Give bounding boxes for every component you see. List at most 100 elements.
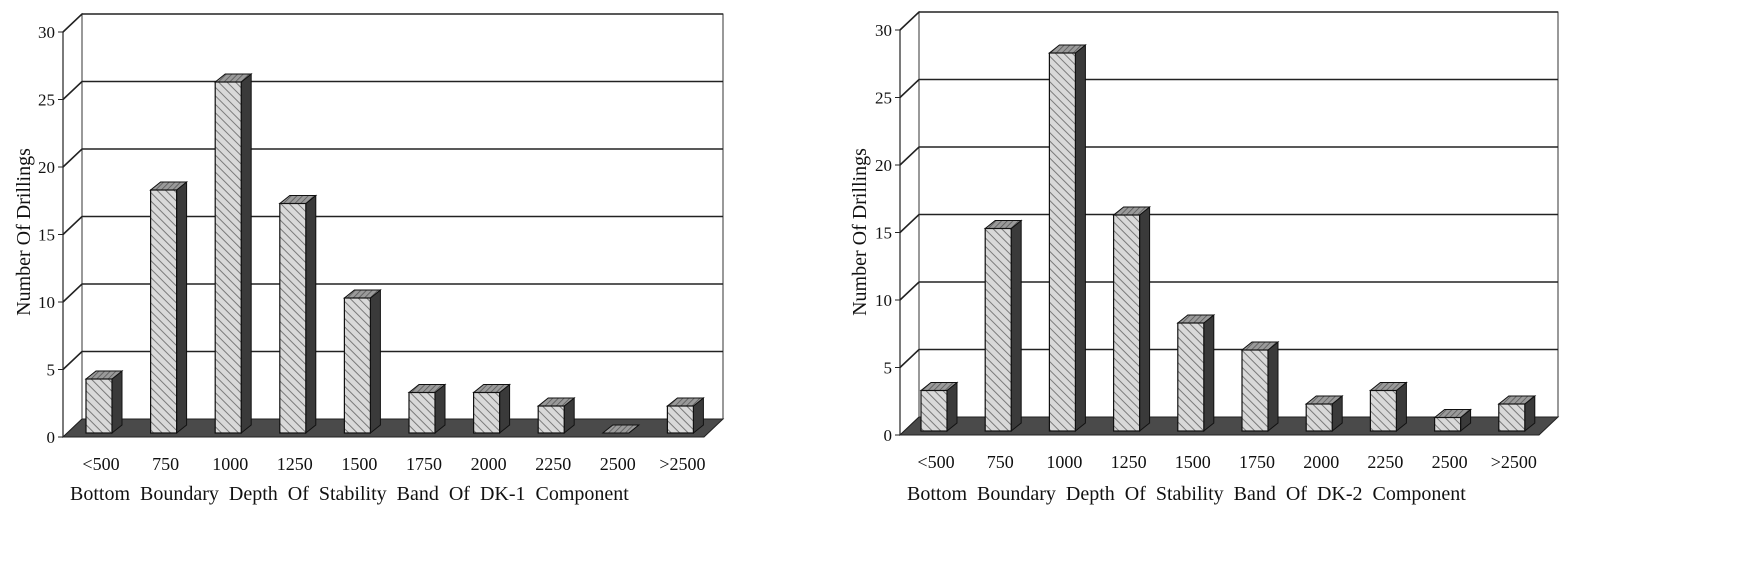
bar-front-face — [473, 391, 501, 434]
bar-side-face — [305, 194, 317, 435]
x-tick-label: 2500 — [600, 454, 636, 474]
bar-side-face — [1010, 219, 1022, 433]
bar-1750 — [1240, 340, 1280, 433]
x-tick-label: <500 — [917, 452, 954, 472]
bar-front-face — [1177, 322, 1205, 432]
dk1-chart: 0 5 10 15 20 25 30 <500 750 1000 1250 1500 1750 2000 2… — [13, 12, 725, 505]
bar-side-face — [1074, 43, 1086, 433]
x-tick-label: 750 — [152, 454, 179, 474]
x-tick-label: 1750 — [406, 454, 442, 474]
bar-2500 — [601, 424, 641, 434]
gridline — [62, 148, 723, 168]
bar-<500 — [919, 381, 959, 433]
bar-front-face — [1305, 403, 1333, 432]
gridline — [899, 213, 1558, 234]
bar->2500 — [665, 396, 705, 435]
bar-front-face — [85, 378, 113, 434]
x-tick-label: 2250 — [1367, 452, 1403, 472]
y-tick-label: 15 — [38, 226, 55, 245]
y-tick-label: 10 — [38, 293, 55, 312]
bar-front-face — [214, 81, 242, 434]
bar-1500 — [342, 288, 382, 435]
bar-front-face — [920, 389, 948, 432]
bar-side-face — [111, 369, 123, 435]
bar-1000 — [1047, 43, 1087, 433]
x-tick-label: 2000 — [1303, 452, 1339, 472]
bar-750 — [983, 219, 1023, 433]
bar-side-face — [369, 288, 381, 435]
bar-2000 — [1304, 394, 1344, 433]
bar-front-face — [279, 202, 307, 434]
bar-side-face — [1139, 205, 1151, 433]
gridline — [62, 80, 723, 101]
bar-1000 — [213, 72, 253, 435]
dk2-chart: 0 5 10 15 20 25 30 <500 750 1000 1250 1500 1750 2000 2… — [849, 10, 1560, 505]
y-tick-label: 10 — [875, 291, 892, 310]
gridline — [899, 78, 1558, 99]
y-tick-label: 5 — [47, 361, 56, 380]
x-tick-label: 1250 — [1111, 452, 1147, 472]
bar-side-face — [1267, 340, 1279, 433]
bar-2250 — [1368, 381, 1408, 433]
x-tick-label: 2250 — [535, 454, 571, 474]
bar-front-face — [1433, 416, 1462, 432]
y-tick-label: 0 — [47, 428, 56, 447]
bar-front-face — [1112, 214, 1141, 432]
x-tick-label: 1000 — [1046, 452, 1082, 472]
bar-2000 — [472, 383, 512, 435]
bar-front-face — [537, 405, 565, 434]
y-tick-label: 15 — [875, 224, 892, 243]
bar-2250 — [536, 396, 576, 435]
bar-front-face — [150, 189, 178, 434]
x-tick-label: 2000 — [471, 454, 507, 474]
x-tick-label: 2500 — [1432, 452, 1468, 472]
bar-front-face — [1369, 389, 1398, 432]
gridline — [899, 11, 1558, 31]
bar-1250 — [278, 194, 318, 435]
y-tick-label: 30 — [38, 23, 55, 42]
x-tick-label: <500 — [82, 454, 119, 474]
bar-side-face — [176, 180, 188, 435]
x-axis-label: Bottom Boundary Depth Of Stability Band … — [907, 483, 1466, 505]
x-tick-label: 750 — [987, 452, 1014, 472]
x-tick-label: 1000 — [212, 454, 248, 474]
gridline — [62, 283, 723, 303]
gridline — [899, 281, 1558, 301]
y-tick-label: 30 — [875, 21, 892, 40]
bar-750 — [149, 180, 189, 435]
gridline — [62, 350, 723, 371]
bar-front-face — [408, 391, 436, 434]
bar-1500 — [1176, 313, 1216, 433]
bar-1750 — [407, 383, 447, 435]
x-tick-label: >2500 — [1491, 452, 1537, 472]
gridline — [62, 13, 723, 33]
x-tick-label: >2500 — [659, 454, 705, 474]
bar-front-face — [1241, 349, 1269, 432]
gridline — [899, 146, 1558, 166]
bar-side-face — [1203, 313, 1215, 433]
bar-top-face — [601, 424, 641, 434]
bar-1250 — [1112, 205, 1152, 433]
bar-front-face — [984, 227, 1012, 432]
bar-<500 — [84, 369, 124, 435]
bar-front-face — [666, 405, 695, 434]
gridline — [62, 215, 723, 236]
x-axis-label: Bottom Boundary Depth Of Stability Band … — [70, 483, 629, 505]
bar-front-face — [343, 297, 371, 434]
x-tick-label: 1250 — [277, 454, 313, 474]
y-tick-label: 25 — [38, 91, 55, 110]
y-tick-label: 0 — [884, 426, 893, 445]
bar-front-face — [1048, 52, 1077, 432]
y-tick-label: 20 — [38, 158, 55, 177]
x-tick-label: 1500 — [341, 454, 377, 474]
y-axis-label: Number Of Drillings — [13, 148, 35, 316]
x-tick-label: 1500 — [1175, 452, 1211, 472]
x-tick-label: 1750 — [1239, 452, 1275, 472]
bar-2500 — [1433, 408, 1473, 433]
y-tick-label: 5 — [884, 359, 893, 378]
bar->2500 — [1497, 394, 1537, 433]
y-tick-label: 25 — [875, 89, 892, 108]
y-tick-label: 20 — [875, 156, 892, 175]
bar-side-face — [240, 72, 252, 435]
